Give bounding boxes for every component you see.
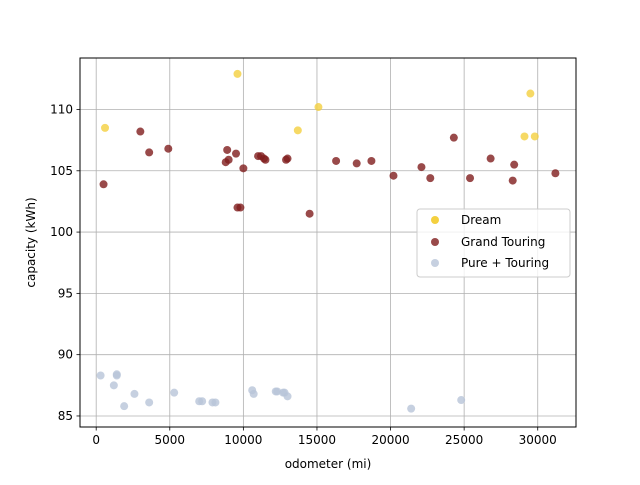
x-tick-label: 0 — [92, 433, 100, 447]
point-pure-touring — [120, 402, 129, 411]
point-pure-touring — [283, 392, 292, 401]
point-dream — [233, 69, 242, 78]
y-tick-label: 90 — [58, 348, 73, 362]
legend-marker-grand-touring — [431, 238, 439, 246]
point-pure-touring — [211, 398, 220, 407]
data-points — [96, 69, 560, 413]
point-grand-touring — [449, 133, 458, 142]
point-grand-touring — [305, 209, 314, 218]
point-pure-touring — [96, 371, 105, 380]
point-dream — [526, 89, 535, 98]
legend-label-pure-touring: Pure + Touring — [461, 256, 549, 270]
y-tick-label: 105 — [50, 164, 73, 178]
point-grand-touring — [232, 149, 241, 158]
point-pure-touring — [109, 381, 118, 390]
point-dream — [101, 123, 110, 132]
axis-ticks: 0 5000 10000 15000 20000 25000 30000 85 90 95 100 1… — [50, 102, 557, 447]
point-grand-touring — [417, 163, 426, 172]
point-dream — [520, 132, 529, 141]
point-grand-touring — [224, 155, 233, 164]
point-grand-touring — [508, 176, 517, 185]
point-grand-touring — [136, 127, 145, 136]
point-pure-touring — [130, 389, 139, 398]
x-tick-label: 5000 — [155, 433, 186, 447]
x-tick-label: 10000 — [224, 433, 262, 447]
point-pure-touring — [170, 388, 179, 397]
point-dream — [530, 132, 539, 141]
point-grand-touring — [426, 174, 435, 183]
point-dream — [314, 103, 323, 112]
y-axis-label: capacity (kWh) — [24, 197, 38, 287]
legend-marker-pure-touring — [431, 259, 439, 267]
x-tick-label: 15000 — [298, 433, 336, 447]
y-tick-label: 110 — [50, 102, 73, 116]
legend-label-dream: Dream — [461, 213, 501, 227]
point-grand-touring — [239, 164, 248, 173]
point-grand-touring — [367, 156, 376, 165]
point-grand-touring — [352, 159, 361, 168]
x-tick-label: 20000 — [371, 433, 409, 447]
point-pure-touring — [145, 398, 154, 407]
point-grand-touring — [99, 180, 108, 189]
point-pure-touring — [249, 389, 258, 398]
point-grand-touring — [389, 171, 398, 180]
point-grand-touring — [261, 155, 270, 164]
point-grand-touring — [283, 154, 292, 163]
point-grand-touring — [466, 174, 475, 183]
point-grand-touring — [236, 203, 245, 212]
point-grand-touring — [486, 154, 495, 163]
legend-box — [416, 208, 571, 278]
point-grand-touring — [164, 144, 173, 153]
plot-frame — [79, 57, 577, 428]
y-tick-label: 95 — [58, 286, 73, 300]
y-tick-label: 85 — [58, 409, 73, 423]
legend-marker-dream — [431, 216, 439, 224]
y-tick-label: 100 — [50, 225, 73, 239]
point-pure-touring — [457, 396, 466, 405]
point-pure-touring — [407, 404, 416, 413]
point-grand-touring — [145, 148, 154, 157]
x-axis-label: odometer (mi) — [285, 457, 372, 471]
legend: Dream Grand Touring Pure + Touring — [416, 208, 571, 278]
point-grand-touring — [223, 145, 232, 154]
point-dream — [293, 126, 302, 135]
point-grand-touring — [551, 169, 560, 178]
legend-label-grand-touring: Grand Touring — [461, 235, 545, 249]
point-grand-touring — [332, 156, 341, 165]
x-tick-label: 30000 — [519, 433, 557, 447]
x-tick-label: 25000 — [445, 433, 483, 447]
point-pure-touring — [112, 370, 121, 379]
point-pure-touring — [198, 397, 207, 406]
point-grand-touring — [510, 160, 519, 169]
